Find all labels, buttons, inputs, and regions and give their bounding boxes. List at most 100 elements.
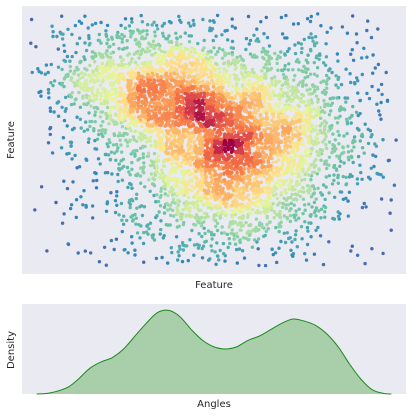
scatter-point [83,249,88,253]
scatter-point [298,119,302,124]
scatter-point [96,71,101,75]
scatter-point [288,139,292,144]
scatter-point [46,70,50,75]
scatter-point [134,196,138,201]
scatter-point [336,214,341,219]
scatter-point [182,220,186,225]
scatter-point [226,185,230,189]
scatter-point [241,76,245,80]
scatter-point [238,238,242,242]
scatter-point [262,151,266,155]
scatter-point [287,47,291,51]
scatter-point [259,198,263,202]
scatter-point [127,52,132,56]
scatter-point [254,81,258,85]
scatter-point [355,253,360,257]
scatter-point [130,160,134,165]
scatter-point [279,87,284,91]
scatter-point [90,50,95,54]
scatter-point [319,24,323,28]
scatter-point [286,105,290,110]
scatter-point [205,52,210,56]
scatter-point [215,254,220,258]
scatter-point [234,204,238,208]
scatter-point [164,37,168,41]
scatter-point [321,140,325,144]
scatter-point [198,129,203,133]
scatter-point [254,155,258,160]
scatter-point [175,149,179,153]
scatter-point [172,79,176,83]
scatter-point [297,114,302,119]
scatter-point [118,90,122,94]
scatter-point [252,120,256,124]
scatter-point [147,227,151,231]
scatter-point [238,106,242,110]
scatter-point [217,133,222,137]
scatter-point [138,236,142,240]
scatter-point [218,215,222,219]
scatter-point [175,161,179,165]
scatter-point [185,63,189,67]
scatter-point [236,86,240,91]
scatter-point [155,23,159,28]
scatter-point [159,227,163,232]
scatter-point [109,58,113,62]
scatter-point [249,187,253,191]
scatter-point [185,161,189,165]
scatter-point [249,122,253,126]
scatter-point [117,168,122,172]
scatter-point [277,225,281,229]
scatter-point [109,81,113,85]
scatter-point [77,19,82,23]
scatter-point [97,65,101,70]
scatter-point [363,122,367,126]
scatter-point [49,81,53,85]
scatter-point [321,262,326,267]
scatter-point [148,189,152,193]
scatter-point [229,220,233,224]
scatter-point [247,78,252,83]
scatter-point [284,206,288,211]
scatter-point [237,77,241,82]
scatter-point [336,175,340,180]
scatter-point [338,164,342,168]
scatter-point [302,127,306,132]
scatter-point [302,64,306,69]
scatter-point [68,64,73,69]
scatter-point [355,76,359,80]
scatter-point [304,258,309,262]
scatter-point [159,59,163,64]
scatter-point [345,31,350,35]
scatter-point [107,72,111,77]
scatter-point [275,170,279,174]
scatter-point [159,91,164,95]
scatter-point [217,88,221,92]
scatter-point [269,164,273,168]
scatter-point [262,234,266,238]
scatter-point [192,140,196,145]
scatter-point [121,157,126,161]
scatter-point [211,91,215,95]
scatter-point [265,214,269,219]
scatter-point [320,90,325,95]
scatter-point [126,124,130,128]
scatter-point [37,90,41,95]
scatter-point [202,58,206,63]
scatter-point [105,66,109,70]
scatter-point [175,191,179,195]
scatter-point [283,36,287,40]
scatter-point [279,239,283,244]
scatter-point [221,83,225,87]
scatter-point [316,105,321,110]
scatter-point [215,82,219,86]
scatter-point [145,61,149,65]
scatter-point [175,40,179,45]
scatter-point [102,245,107,249]
scatter-point [269,205,274,209]
scatter-point [114,237,119,241]
scatter-point [99,101,104,106]
scatter-point [221,186,225,191]
scatter-point [268,68,272,72]
scatter-point [257,96,261,101]
